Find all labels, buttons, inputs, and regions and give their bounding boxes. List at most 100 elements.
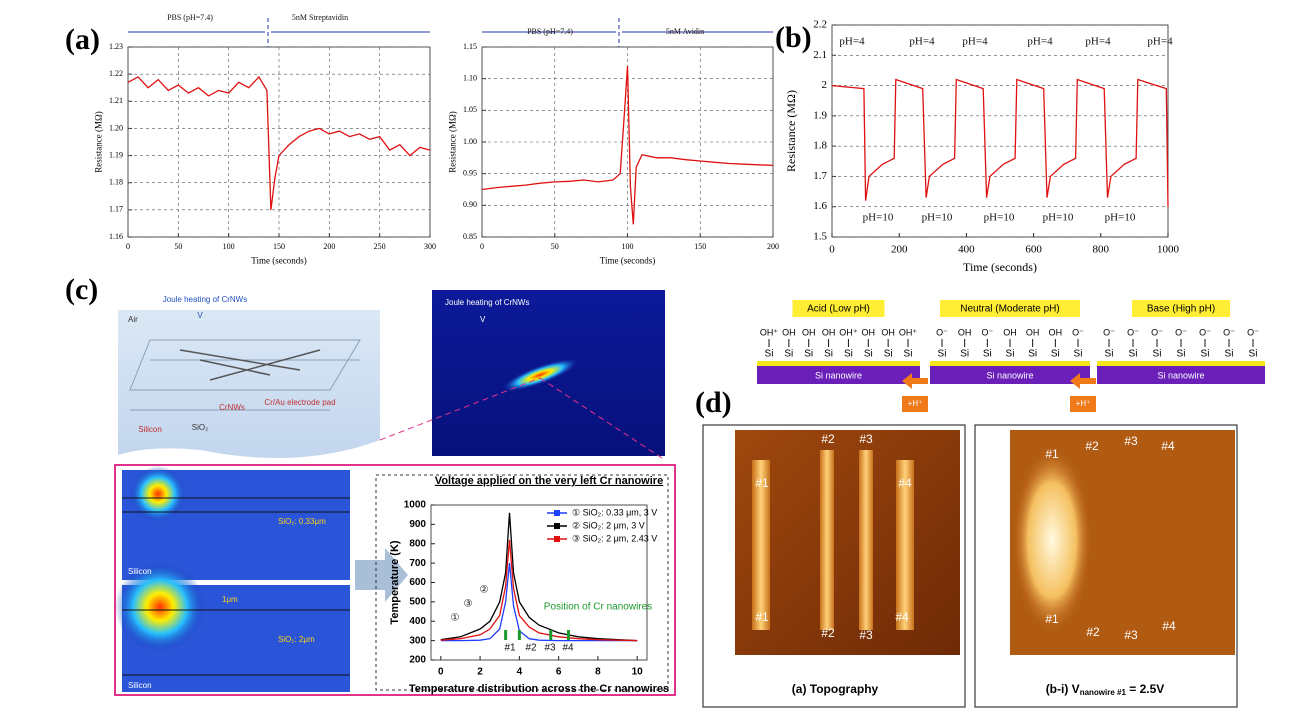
wire-label: #2 bbox=[821, 626, 835, 640]
annotation: pH=4 bbox=[1085, 36, 1111, 48]
wire-label: #1 bbox=[1045, 612, 1059, 626]
hotspot bbox=[502, 358, 578, 392]
x-tick-label: 800 bbox=[1093, 244, 1110, 256]
surface-group: O⁻ bbox=[1223, 327, 1235, 337]
surface-group: OH⁺ bbox=[760, 327, 779, 337]
surface-group: OH bbox=[1026, 327, 1040, 337]
x-tick-label: 200 bbox=[323, 242, 335, 251]
annotation: pH=4 bbox=[1147, 36, 1173, 48]
atom: Si bbox=[1006, 349, 1015, 360]
surface-group: OH bbox=[1049, 327, 1063, 337]
zoom-line bbox=[379, 377, 666, 461]
nanowire-label: Si nanowire bbox=[1157, 370, 1204, 380]
wire-label: #1 bbox=[1045, 447, 1059, 461]
y-tick-label: 1.6 bbox=[813, 200, 827, 212]
zoom-box bbox=[114, 464, 676, 696]
wire-label: #4 bbox=[1161, 439, 1175, 453]
x-tick-label: 600 bbox=[1025, 244, 1042, 256]
surface-group: OH⁺ bbox=[899, 327, 918, 337]
y-tick-label: 0.85 bbox=[463, 232, 477, 241]
surface-group: O⁻ bbox=[1247, 327, 1259, 337]
panel-label: (b) bbox=[775, 21, 812, 54]
legend-label: ③ SiO₂: 2 μm, 2.43 V bbox=[572, 533, 657, 543]
afm-wire bbox=[859, 450, 873, 630]
wire-label: #3 bbox=[859, 432, 873, 446]
shift-box bbox=[1070, 396, 1096, 412]
atom: Si bbox=[1074, 349, 1083, 360]
schematic-label: SiO₂ bbox=[192, 423, 208, 432]
legend-marker bbox=[554, 523, 560, 529]
x-tick-label: 150 bbox=[694, 242, 706, 251]
wire-label: #2 bbox=[1086, 625, 1100, 639]
schematic-label: Silicon bbox=[138, 425, 162, 434]
afm-caption: (b-i) Vnanowire #1 = 2.5V bbox=[1046, 682, 1165, 697]
annotation: ① bbox=[451, 613, 460, 624]
y-tick-label: 0.95 bbox=[463, 168, 477, 177]
y-tick-label: 300 bbox=[409, 635, 426, 646]
afm-glow bbox=[1012, 445, 1092, 635]
nanowire-top bbox=[1097, 361, 1265, 366]
legend-marker bbox=[554, 510, 560, 516]
wire-label: #1 bbox=[755, 476, 769, 490]
cross-section-label: SiO₂: 0.33μm bbox=[278, 517, 326, 526]
y-tick-label: 2.1 bbox=[813, 49, 827, 61]
annotation: PBS (pH=7.4) bbox=[527, 27, 573, 36]
x-axis-label: Time (seconds) bbox=[251, 255, 306, 265]
annotation: pH=10 bbox=[863, 212, 894, 224]
afm-wire bbox=[752, 460, 770, 630]
annotation: 5nM Avidin bbox=[666, 27, 704, 36]
schematic-label: Cr/Au electrode pad bbox=[264, 398, 335, 407]
y-tick-label: 1.05 bbox=[463, 105, 477, 114]
atom: Si bbox=[1201, 349, 1210, 360]
surface-group: OH bbox=[1003, 327, 1017, 337]
surface-group: O⁻ bbox=[1151, 327, 1163, 337]
shift-arrow bbox=[902, 373, 928, 389]
atom: Si bbox=[1051, 349, 1060, 360]
wire-label: #2 bbox=[821, 432, 835, 446]
hotspot bbox=[130, 466, 186, 522]
nanowire bbox=[757, 366, 920, 384]
surface-group: OH bbox=[958, 327, 972, 337]
legend-label: ① SiO₂: 0.33 μm, 3 V bbox=[572, 507, 657, 517]
atom: Si bbox=[844, 349, 853, 360]
x-tick-label: 250 bbox=[374, 242, 386, 251]
region-title-box bbox=[1132, 300, 1230, 317]
annotation: #4 bbox=[562, 643, 574, 654]
annotation: pH=10 bbox=[922, 212, 953, 224]
y-tick-label: 1.22 bbox=[109, 69, 123, 78]
cross-section-label: 1μm bbox=[222, 595, 238, 604]
y-tick-label: 1.00 bbox=[463, 137, 477, 146]
x-axis-label: Time (seconds) bbox=[600, 255, 655, 265]
x-axis-label: Time (seconds) bbox=[963, 260, 1037, 274]
x-tick-label: 100 bbox=[223, 242, 235, 251]
surface-group: O⁻ bbox=[981, 327, 993, 337]
x-tick-label: 0 bbox=[829, 244, 835, 256]
simulation-label: Joule heating of CrNWs bbox=[445, 298, 529, 307]
y-tick-label: 1.9 bbox=[813, 109, 827, 121]
y-tick-label: 2 bbox=[822, 79, 828, 91]
wire-label: #3 bbox=[1124, 628, 1138, 642]
annotation: #2 bbox=[525, 643, 537, 654]
region-title: Neutral (Moderate pH) bbox=[960, 304, 1059, 315]
y-axis-label: Resistance (MΩ) bbox=[784, 90, 798, 172]
annotation: pH=4 bbox=[909, 36, 935, 48]
y-tick-label: 1.17 bbox=[109, 205, 123, 214]
x-tick-label: 0 bbox=[438, 667, 444, 678]
atom: Si bbox=[765, 349, 774, 360]
surface-group: OH bbox=[782, 327, 796, 337]
x-tick-label: 10 bbox=[632, 667, 644, 678]
surface-group: OH bbox=[862, 327, 876, 337]
cross-section-label: Silicon bbox=[128, 681, 152, 690]
surface-group: O⁻ bbox=[1199, 327, 1211, 337]
annotation: #3 bbox=[544, 643, 556, 654]
atom: Si bbox=[938, 349, 947, 360]
shift-label: +H⁺ bbox=[908, 399, 923, 408]
x-tick-label: 50 bbox=[174, 242, 182, 251]
y-axis-label: Temperature (K) bbox=[389, 540, 401, 624]
atom: Si bbox=[904, 349, 913, 360]
wire-label: #4 bbox=[895, 610, 909, 624]
y-tick-label: 1.15 bbox=[463, 42, 477, 51]
atom: Si bbox=[804, 349, 813, 360]
arrow bbox=[355, 548, 408, 602]
y-tick-label: 1.16 bbox=[109, 232, 123, 241]
